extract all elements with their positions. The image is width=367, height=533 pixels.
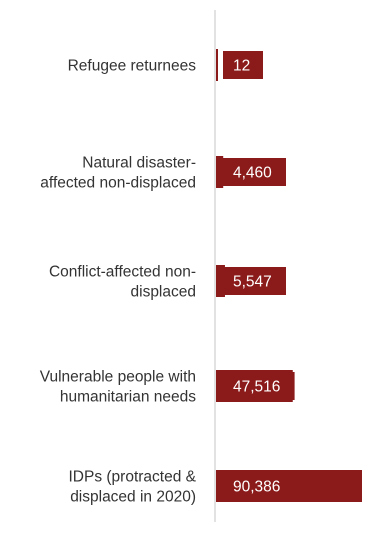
category-label-4-line-2: humanitarian needs	[60, 389, 196, 406]
value-label-box-4	[223, 372, 295, 400]
category-label-5-line-2: displaced in 2020)	[70, 489, 196, 506]
category-label-5-line-1: IDPs (protracted &	[69, 469, 197, 486]
value-label-1: 12	[233, 58, 250, 75]
category-label-2-line-2: affected non-displaced	[40, 175, 196, 192]
category-label-3-line-1: Conflict-affected non-	[49, 264, 196, 281]
value-label-box-3	[223, 267, 286, 295]
value-label-4: 47,516	[233, 379, 280, 396]
bar-1	[216, 49, 218, 81]
category-label-2-line-1: Natural disaster-	[82, 155, 196, 172]
bar-2	[216, 156, 224, 188]
category-label-4-line-1: Vulnerable people with	[40, 369, 196, 386]
category-label-1-line-1: Refugee returnees	[68, 58, 197, 75]
value-label-2: 4,460	[233, 165, 272, 182]
value-label-5: 90,386	[233, 479, 280, 496]
value-label-box-5	[223, 472, 295, 500]
value-label-3: 5,547	[233, 274, 272, 291]
value-label-box-2	[223, 158, 286, 186]
labels-group: 12 Refugee returnees 4,460 Natural disaster…	[40, 51, 295, 506]
value-label-box-1	[223, 51, 263, 79]
bar-3	[216, 265, 225, 297]
category-label-3-line-2: displaced	[131, 284, 197, 301]
